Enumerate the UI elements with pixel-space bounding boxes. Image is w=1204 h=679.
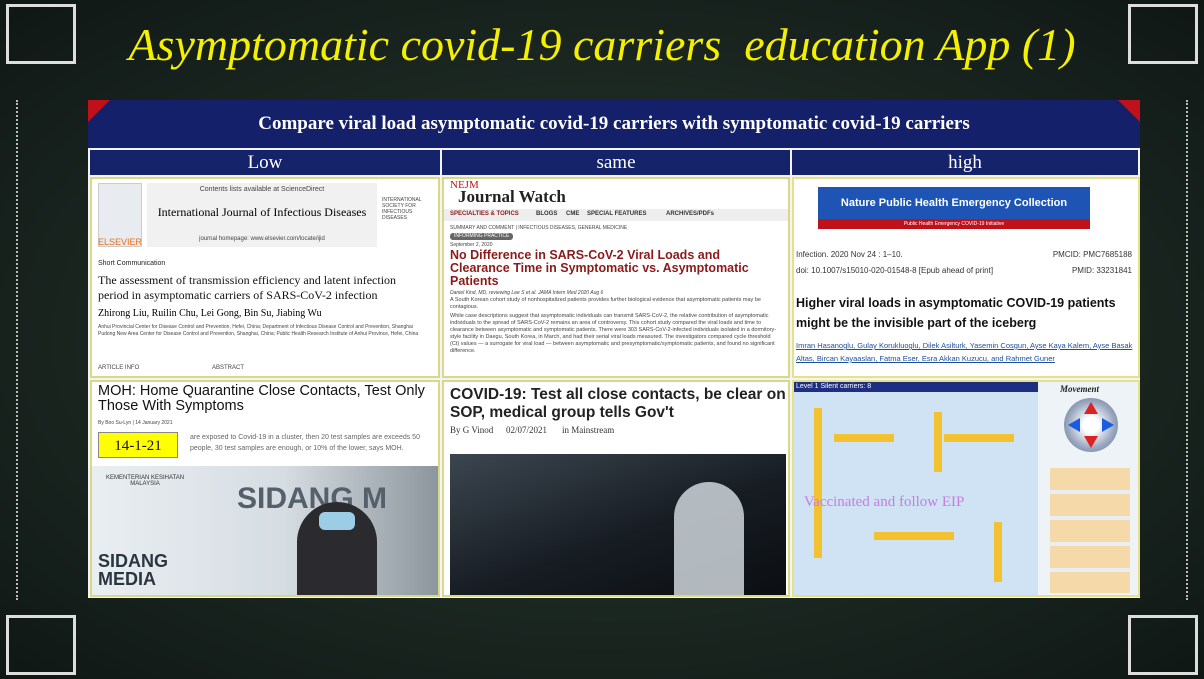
ppe-worker [674, 482, 744, 597]
corner-ornament [1128, 615, 1198, 675]
collection: Nature Public Health Emergency Collectio… [818, 197, 1090, 209]
initiative: Public Health Emergency COVID-19 Initiat… [818, 219, 1090, 229]
article-title: Higher viral loads in asymptomatic COVID… [796, 293, 1136, 333]
slide: Asymptomatic covid-19 carriers education… [0, 0, 1204, 679]
wall [814, 408, 822, 558]
author: By G Vinod [450, 425, 493, 435]
article-screenshot: Nature Public Health Emergency Collectio… [792, 177, 1140, 378]
pmcid: PMCID: PMC7685188 [1053, 250, 1132, 259]
wall [934, 412, 942, 472]
byline: By Boo Su-Lyn | 14 January 2021 [98, 419, 173, 428]
arrow-left[interactable] [1068, 418, 1080, 432]
wall [944, 434, 1014, 442]
journal-name: International Journal of Infectious Dise… [147, 205, 377, 220]
side-ornament [1186, 100, 1204, 600]
game-overlay: Vaccinated and follow EIP [804, 494, 964, 511]
comparison-table: Compare viral load asymptomatic covid-19… [88, 100, 1140, 598]
nav-item: SPECIALTIES & TOPICS [450, 211, 519, 217]
column-header: same [442, 150, 790, 175]
nav-item: BLOGS [536, 211, 557, 217]
game-status: Level 1 Silent carriers: 8 [794, 382, 1038, 392]
breadcrumb: SUMMARY AND COMMENT | INFECTIOUS DISEASE… [450, 224, 627, 233]
date-badge: 14-1-21 [98, 432, 178, 458]
nav-item: CME [566, 211, 579, 217]
article-screenshot: NEJM Journal Watch SPECIALTIES & TOPICS … [442, 177, 790, 378]
nav-item: ARCHIVES/PDFs [666, 211, 714, 217]
slide-title: Asymptomatic covid-19 carriers education… [0, 18, 1204, 71]
affiliations: Anhui Provincial Center for Disease Cont… [98, 324, 428, 338]
arrow-up[interactable] [1084, 402, 1098, 414]
column-header: Low [90, 150, 440, 175]
summary: A South Korean cohort study of nonhospit… [450, 297, 780, 311]
nav-item: SPECIAL FEATURES [587, 211, 646, 217]
abstract-label: ABSTRACT [212, 364, 244, 373]
page-body: Asymptomatic covid-19 carriers education… [0, 0, 1204, 679]
society: INTERNATIONAL SOCIETY FOR INFECTIOUS DIS… [382, 197, 437, 221]
wall [874, 532, 954, 540]
ministry: KEMENTERIAN KESIHATAN MALAYSIA [100, 475, 190, 487]
headline: No Difference in SARS-CoV-2 Viral Loads … [450, 249, 780, 288]
behaviour-cards[interactable] [1050, 468, 1130, 593]
movement-label: Movement [1060, 384, 1099, 394]
corner-accent [88, 100, 110, 122]
corner-accent [1118, 100, 1140, 122]
column-header: high [792, 150, 1138, 175]
snippet: are exposed to Covid-19 in a cluster, th… [190, 432, 435, 454]
corner-ornament [6, 615, 76, 675]
page: Asymptomatic covid-19 carriers education… [0, 0, 1204, 679]
article-info: ARTICLE INFO [98, 364, 139, 373]
article-title: The assessment of transmission efficienc… [98, 273, 418, 303]
authors: Imran Hasanoglu, Gulay Korukluoglu, Dile… [796, 339, 1136, 365]
arrow-down[interactable] [1084, 436, 1098, 448]
section: in Mainstream [562, 425, 614, 435]
site-name: Journal Watch [458, 187, 566, 207]
article-screenshot: ELSEVIER Contents lists available at Sci… [90, 177, 440, 378]
date: 02/07/2021 [506, 425, 547, 435]
face-mask [319, 512, 355, 530]
arrow-right[interactable] [1102, 418, 1114, 432]
pmid: PMID: 33231841 [1072, 266, 1132, 275]
news-screenshot: COVID-19: Test all close contacts, be cl… [442, 380, 790, 597]
sign: SIDANG MEDIA [98, 552, 198, 588]
game-screenshot: Level 1 Silent carriers: 8 Vaccinated an… [792, 380, 1140, 597]
contents-line: Contents lists available at ScienceDirec… [147, 185, 377, 194]
headline: MOH: Home Quarantine Close Contacts, Tes… [98, 384, 438, 414]
homepage: journal homepage: www.elsevier.com/locat… [147, 235, 377, 244]
headline: COVID-19: Test all close contacts, be cl… [450, 386, 790, 422]
side-ornament [0, 100, 18, 600]
citation: Infection. 2020 Nov 24 : 1–10. [796, 250, 903, 259]
table-subtitle: Compare viral load asymptomatic covid-19… [88, 100, 1140, 148]
authors: Zhirong Liu, Ruilin Chu, Lei Gong, Bin S… [98, 308, 428, 319]
tag: INFORMING PRACTICE [450, 233, 513, 240]
doi: doi: 10.1007/s15010-020-01548-8 [Epub ah… [796, 266, 993, 275]
news-screenshot: MOH: Home Quarantine Close Contacts, Tes… [90, 380, 440, 597]
wall [834, 434, 894, 442]
body-text: While case descriptions suggest that asy… [450, 313, 780, 355]
section: Short Communication [98, 259, 165, 268]
wall [994, 522, 1002, 582]
publisher: ELSEVIER [98, 237, 142, 247]
